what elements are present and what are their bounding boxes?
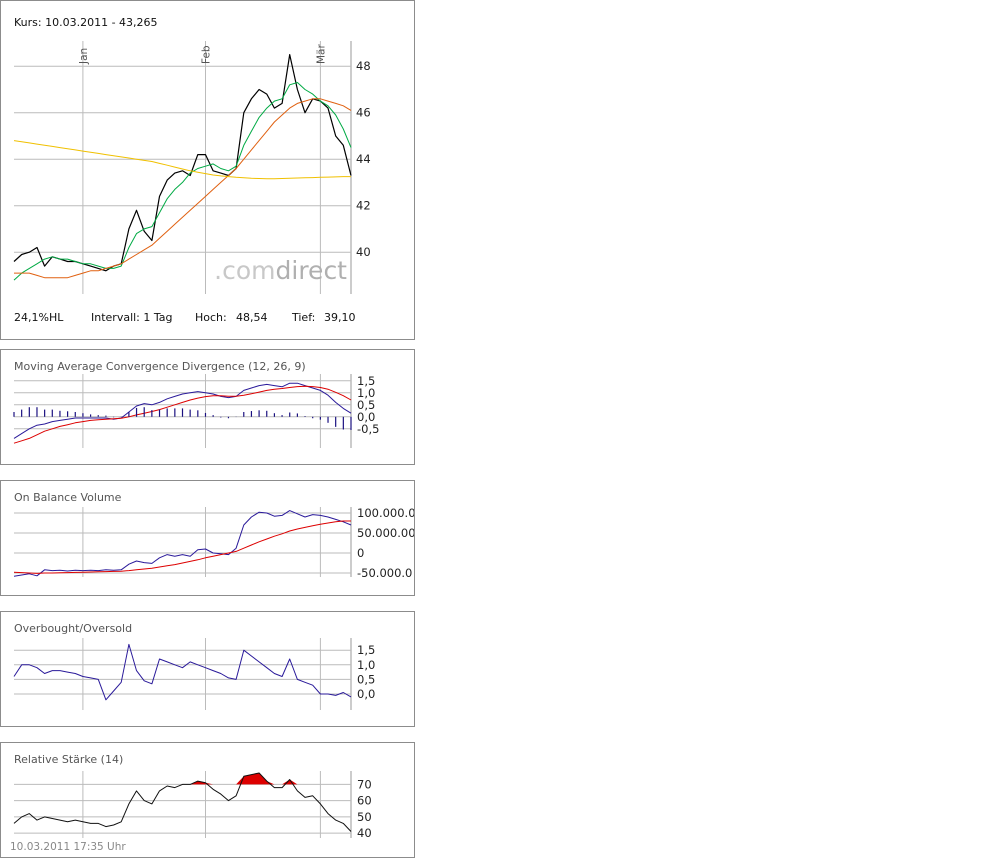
series-obv-line [13,510,352,577]
low-value: 39,10 [324,311,356,324]
y-tick-label: 1,0 [357,386,375,400]
rsi-title: Relative Stärke (14) [14,753,124,766]
rsi-chart: 70 60 50 40 [13,771,372,840]
obv-panel: On Balance Volume 100.000.0 50.000.00 0 -50… [0,480,415,596]
y-tick-label: 46 [356,106,371,120]
brand-watermark: .comdirect [214,256,347,285]
timestamp-footer: 10.03.2011 17:35 Uhr [10,841,126,853]
chart-title: Kurs: 10.03.2011 - 43,265 [14,16,158,29]
series-signal-line [13,385,352,444]
macd-chart: 1,51,00,50,0-0,5 [13,374,379,448]
y-tick-label: 70 [357,777,372,791]
y-tick-label: 0,5 [357,398,375,412]
y-tick-label: 60 [357,794,372,808]
month-label: Mär [315,44,327,64]
y-tick-label: 0,0 [357,410,375,424]
series-ma_short-line [13,82,352,281]
series-rsi-line [13,772,352,832]
y-tick-label: 40 [357,826,372,840]
obos-title: Overbought/Oversold [14,622,133,635]
y-tick-label: 40 [356,245,371,259]
price-chart-panel: Kurs: 10.03.2011 - 43,265 40 42 44 46 48 Jan F… [0,0,415,340]
series-price-line [13,53,352,272]
macd-title: Moving Average Convergence Divergence (1… [14,360,306,373]
high-label: Hoch: [195,311,227,324]
high-value: 48,54 [236,311,268,324]
y-tick-label: 0,0 [357,687,375,701]
y-tick-label: 44 [356,152,371,166]
y-tick-label: -50.000.0 [357,566,412,580]
rsi-panel: Relative Stärke (14) 70 60 50 40 [0,742,415,858]
brand-watermark-direct: direct [276,256,348,285]
macd-panel: Moving Average Convergence Divergence (1… [0,349,415,465]
y-tick-label: 0 [357,546,364,560]
obos-panel: Overbought/Oversold 1,5 1,0 0,5 0,0 [0,611,415,727]
low-label: Tief: [292,311,316,324]
series-ma_mid-line [14,98,352,279]
y-tick-label: 42 [356,199,371,213]
interval-label: Intervall: 1 Tag [91,311,173,324]
y-tick-label: 1,5 [357,374,375,388]
series-obos-line [13,643,352,701]
obv-chart: 100.000.0 50.000.00 0 -50.000.0 [13,506,414,580]
obos-chart: 1,51,00,50,0 [13,638,375,710]
series-ma_long-line [13,140,351,180]
series-obv_ma-line [13,520,351,574]
obv-title: On Balance Volume [14,491,122,504]
month-label: Jan [78,48,90,65]
price-chart: 40 42 44 46 48 Jan Feb Mär .comdirect [13,41,371,294]
y-tick-label: 1,5 [357,643,375,657]
y-tick-label: 0,5 [357,672,375,686]
y-tick-label: 100.000.0 [357,506,414,520]
y-tick-label: 50 [357,810,372,824]
y-tick-label: 50.000.00 [357,526,414,540]
month-label: Feb [200,45,212,64]
range-label: 24,1%HL [14,311,64,324]
brand-watermark-com: .com [214,256,275,285]
y-tick-label: -0,5 [357,422,379,436]
y-tick-label: 1,0 [357,658,375,672]
series-macd-line [13,382,352,439]
y-tick-label: 48 [356,59,371,73]
